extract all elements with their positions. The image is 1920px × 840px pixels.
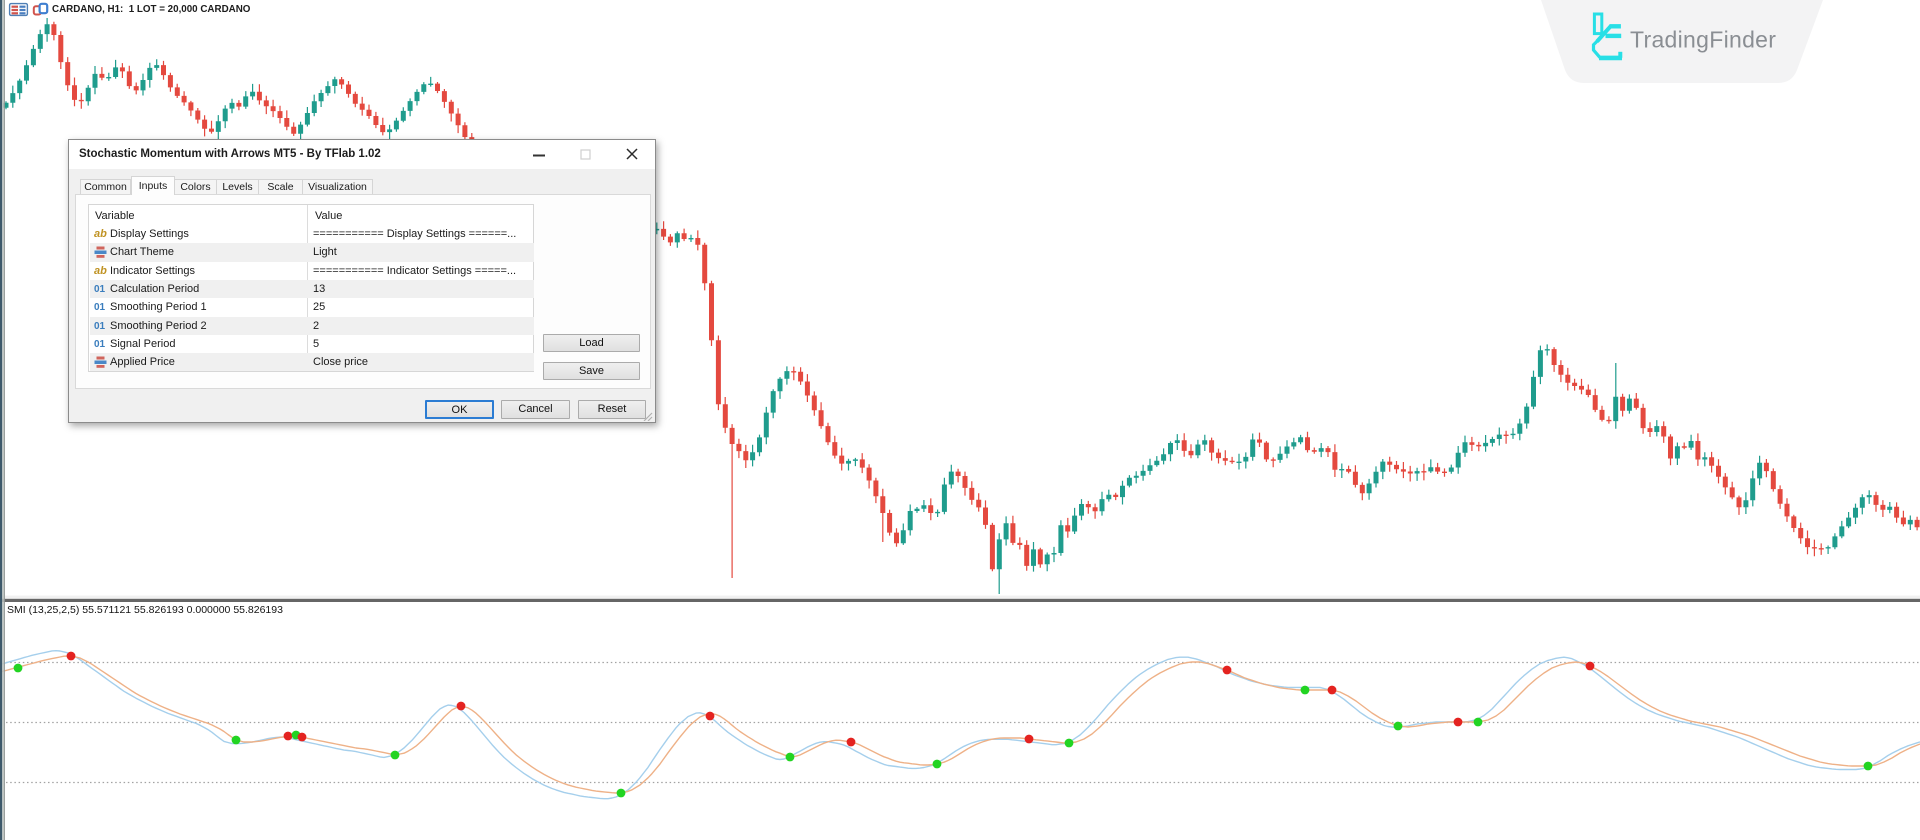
svg-text:TradingFinder: TradingFinder	[1630, 27, 1776, 53]
